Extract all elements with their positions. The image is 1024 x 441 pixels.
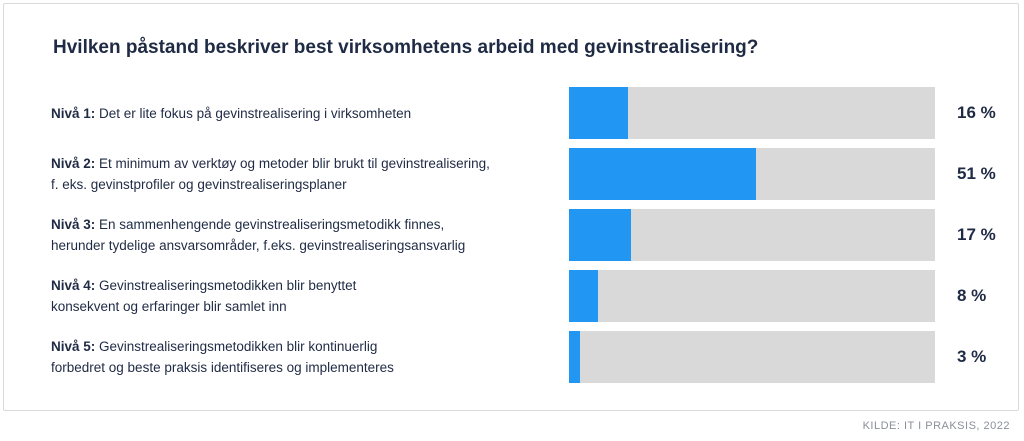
category-text-line: herunder tydelige ansvarsområder, f.eks.… xyxy=(51,238,466,253)
category-label-3: Nivå 3: En sammenhengende gevinstrealise… xyxy=(51,214,551,256)
category-text-line: Gevinstrealiseringsmetodikken blir benyt… xyxy=(95,278,357,293)
bar xyxy=(569,148,756,200)
category-label-5: Nivå 5: Gevinstrealiseringsmetodikken bl… xyxy=(51,336,551,378)
category-text-line: forbedret og beste praksis identifiseres… xyxy=(51,360,394,375)
category-text-line: Gevinstrealiseringsmetodikken blir konti… xyxy=(95,339,378,354)
bar-track xyxy=(569,331,935,383)
category-label-2: Nivå 2: Et minimum av verktøy og metoder… xyxy=(51,153,551,195)
value-label: 51 % xyxy=(957,164,996,183)
category-text-line: Et minimum av verktøy og metoder blir br… xyxy=(95,156,490,171)
value-label: 16 % xyxy=(957,103,996,122)
bar-row-2: Nivå 2: Et minimum av verktøy og metoder… xyxy=(4,148,1020,200)
category-level: Nivå 4: xyxy=(51,278,96,293)
bar xyxy=(569,87,628,139)
category-label-1: Nivå 1: Det er lite fokus på gevinstreal… xyxy=(51,103,551,124)
source-note: KILDE: IT I PRAKSIS, 2022 xyxy=(862,420,1010,432)
bar-track xyxy=(569,209,935,261)
value-label: 17 % xyxy=(957,225,996,244)
bar-row-5: Nivå 5: Gevinstrealiseringsmetodikken bl… xyxy=(4,331,1020,383)
bar-row-1: Nivå 1: Det er lite fokus på gevinstreal… xyxy=(4,87,1020,139)
bar xyxy=(569,270,598,322)
category-text-line: Det er lite fokus på gevinstrealisering … xyxy=(95,106,412,121)
chart-title: Hvilken påstand beskriver best virksomhe… xyxy=(53,37,759,58)
category-text-line: konsekvent og erfaringer blir samlet inn xyxy=(51,299,287,314)
category-text-line: En sammenhengende gevinstrealiseringsmet… xyxy=(95,217,445,232)
value-label: 8 % xyxy=(957,286,987,305)
bar-row-4: Nivå 4: Gevinstrealiseringsmetodikken bl… xyxy=(4,270,1020,322)
category-level: Nivå 2: xyxy=(51,156,96,171)
bar-row-3: Nivå 3: En sammenhengende gevinstrealise… xyxy=(4,209,1020,261)
chart-card: Hvilken påstand beskriver best virksomhe… xyxy=(3,3,1019,411)
bar xyxy=(569,209,631,261)
category-level: Nivå 1: xyxy=(51,106,96,121)
category-level: Nivå 3: xyxy=(51,217,96,232)
category-level: Nivå 5: xyxy=(51,339,96,354)
bar-track xyxy=(569,270,935,322)
category-text-line: f. eks. gevinstprofiler og gevinstrealis… xyxy=(51,177,347,192)
bar xyxy=(569,331,580,383)
category-label-4: Nivå 4: Gevinstrealiseringsmetodikken bl… xyxy=(51,275,551,317)
value-label: 3 % xyxy=(957,347,987,366)
bar-track xyxy=(569,148,935,200)
bar-track xyxy=(569,87,935,139)
